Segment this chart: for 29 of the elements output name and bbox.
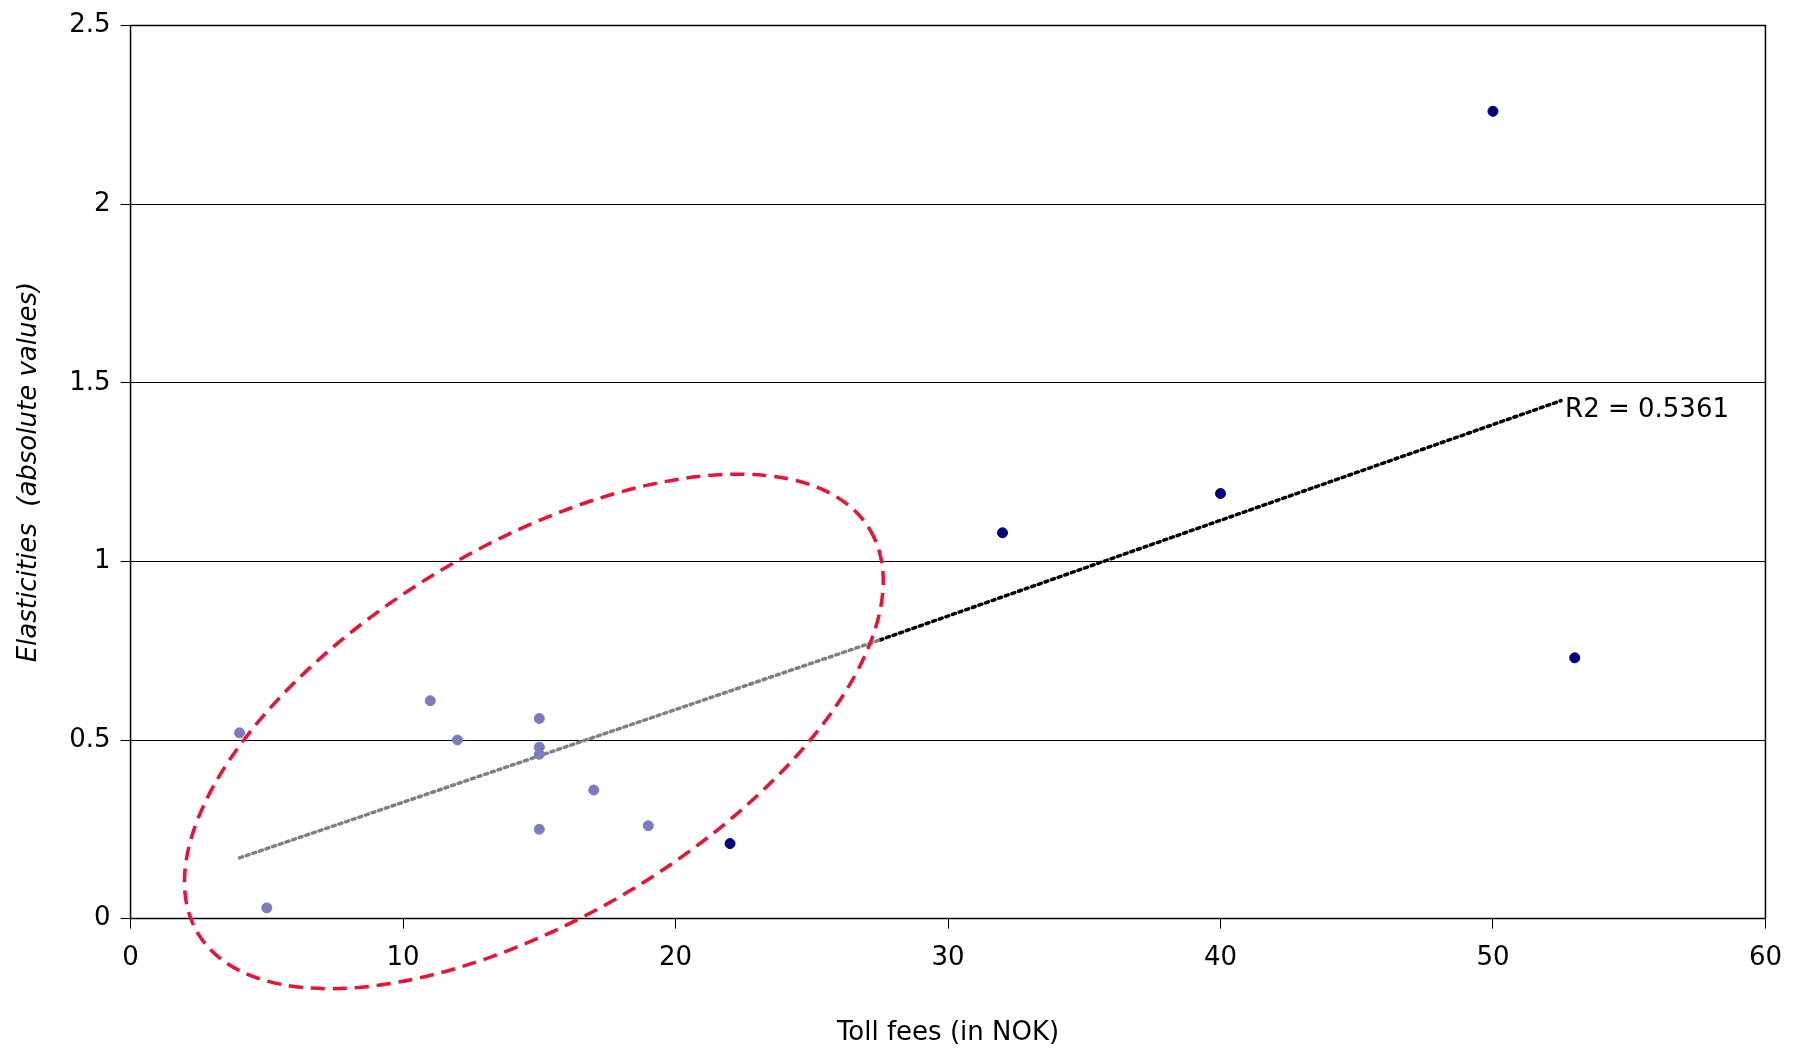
point: [533, 713, 545, 725]
point: [1214, 488, 1226, 500]
point: [997, 527, 1008, 539]
y-tick-label: 2: [94, 186, 111, 217]
point: [234, 727, 246, 739]
y-tick-label: 2.5: [69, 8, 111, 39]
x-tick-label: 40: [1203, 940, 1238, 971]
x-tick-label: 60: [1748, 940, 1782, 971]
point: [1569, 652, 1581, 664]
x-tick-label: 50: [1476, 940, 1510, 971]
x-tick-label: 10: [386, 940, 420, 971]
annotation: R2 = 0.5361: [1565, 393, 1729, 424]
x-axis-title: Toll fees (in NOK): [835, 1016, 1060, 1047]
y-axis-title: Elasticities (absolute values): [12, 281, 43, 663]
point: [588, 784, 600, 796]
y-tick-label: 1: [94, 544, 111, 575]
y-tick-label: 1.5: [69, 365, 111, 396]
point: [452, 734, 464, 746]
y-tick-label: 0: [94, 901, 111, 932]
x-tick-label: 20: [658, 940, 693, 971]
x-tick-label: 30: [931, 940, 965, 971]
y-tick-label: 0.5: [69, 722, 111, 753]
point: [424, 695, 436, 707]
point: [724, 838, 736, 850]
point: [642, 820, 654, 832]
point: [533, 823, 545, 835]
point: [1487, 105, 1499, 117]
x-tick-label: 0: [122, 940, 139, 971]
point: [261, 902, 273, 914]
